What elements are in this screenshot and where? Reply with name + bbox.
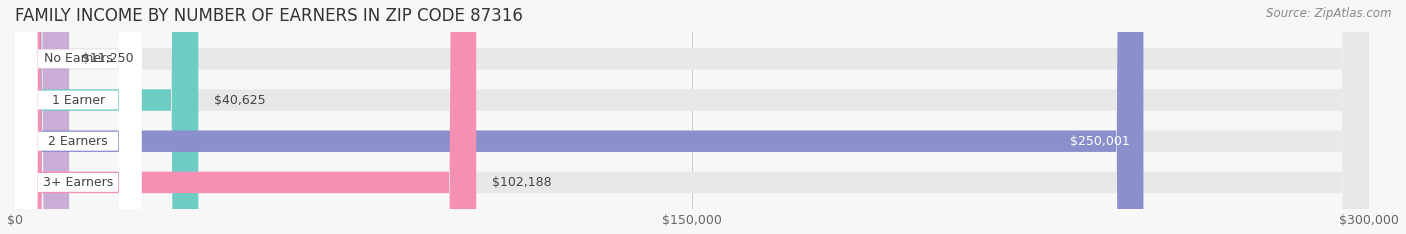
FancyBboxPatch shape <box>15 0 142 234</box>
FancyBboxPatch shape <box>15 0 1369 234</box>
Text: No Earners: No Earners <box>44 52 112 65</box>
Text: $11,250: $11,250 <box>82 52 134 65</box>
Text: 1 Earner: 1 Earner <box>52 94 104 106</box>
FancyBboxPatch shape <box>15 0 1369 234</box>
Text: $250,001: $250,001 <box>1070 135 1130 148</box>
FancyBboxPatch shape <box>15 0 69 234</box>
FancyBboxPatch shape <box>15 0 198 234</box>
FancyBboxPatch shape <box>15 0 477 234</box>
Text: $102,188: $102,188 <box>492 176 551 189</box>
Text: $40,625: $40,625 <box>214 94 266 106</box>
Text: FAMILY INCOME BY NUMBER OF EARNERS IN ZIP CODE 87316: FAMILY INCOME BY NUMBER OF EARNERS IN ZI… <box>15 7 523 25</box>
FancyBboxPatch shape <box>15 0 142 234</box>
Text: 3+ Earners: 3+ Earners <box>44 176 114 189</box>
FancyBboxPatch shape <box>15 0 1143 234</box>
FancyBboxPatch shape <box>15 0 142 234</box>
Text: 2 Earners: 2 Earners <box>48 135 108 148</box>
Text: Source: ZipAtlas.com: Source: ZipAtlas.com <box>1267 7 1392 20</box>
FancyBboxPatch shape <box>15 0 1369 234</box>
FancyBboxPatch shape <box>15 0 1369 234</box>
FancyBboxPatch shape <box>15 0 142 234</box>
